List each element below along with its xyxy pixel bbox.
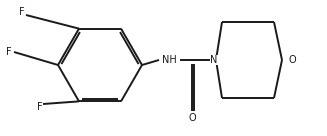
Text: F: F xyxy=(19,7,25,17)
Text: O: O xyxy=(188,113,196,123)
Text: O: O xyxy=(288,55,296,65)
Text: N: N xyxy=(210,55,218,65)
Text: NH: NH xyxy=(162,55,177,65)
Text: F: F xyxy=(6,47,12,57)
Text: F: F xyxy=(37,102,43,112)
